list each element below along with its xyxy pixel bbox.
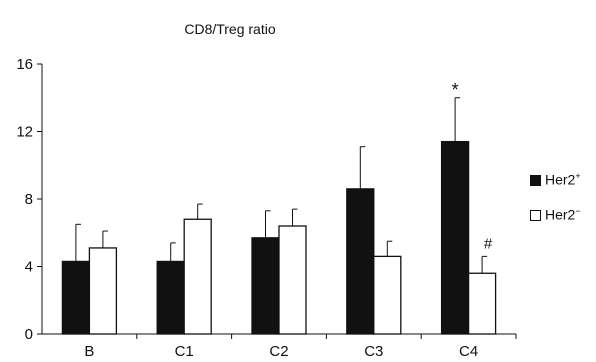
x-tick-label: C3 — [364, 343, 383, 360]
legend-swatch-her2-negative — [530, 209, 541, 221]
legend-item-her2-positive: Her2+ — [530, 168, 581, 188]
bar-her2-negative — [278, 225, 307, 335]
bar-her2-negative — [467, 272, 497, 335]
bar-her2-positive — [346, 188, 375, 335]
bar-her2-positive — [61, 260, 91, 335]
annotation-asterisk: * — [452, 80, 459, 100]
legend-sup-her2-negative: − — [575, 206, 581, 216]
x-tick-label: C4 — [459, 343, 478, 360]
chart-title: CD8/Treg ratio — [184, 21, 276, 37]
legend-sup-her2-positive: + — [575, 171, 581, 181]
x-tick-label: C1 — [175, 343, 194, 360]
y-tick-label: 0 — [25, 326, 33, 343]
legend-label-her2-negative: Her2 — [545, 206, 576, 223]
bar-her2-negative — [183, 218, 212, 335]
x-tick-label: B — [84, 343, 94, 360]
annotation-hash: # — [484, 235, 493, 252]
bar-her2-negative — [88, 247, 118, 335]
legend-item-her2-negative: Her2− — [530, 203, 581, 223]
y-tick-label: 4 — [25, 259, 33, 276]
legend-label-her2-positive: Her2 — [545, 171, 576, 188]
bar-her2-positive — [251, 237, 280, 335]
bar-her2-negative — [373, 255, 402, 335]
y-tick-label: 16 — [16, 56, 33, 73]
x-tick-label: C2 — [269, 343, 288, 360]
bar-her2-positive — [156, 260, 185, 335]
legend-swatch-her2-positive — [530, 174, 541, 186]
y-tick-label: 12 — [16, 124, 33, 141]
y-tick-label: 8 — [25, 191, 33, 208]
bar-her2-positive — [440, 140, 470, 335]
